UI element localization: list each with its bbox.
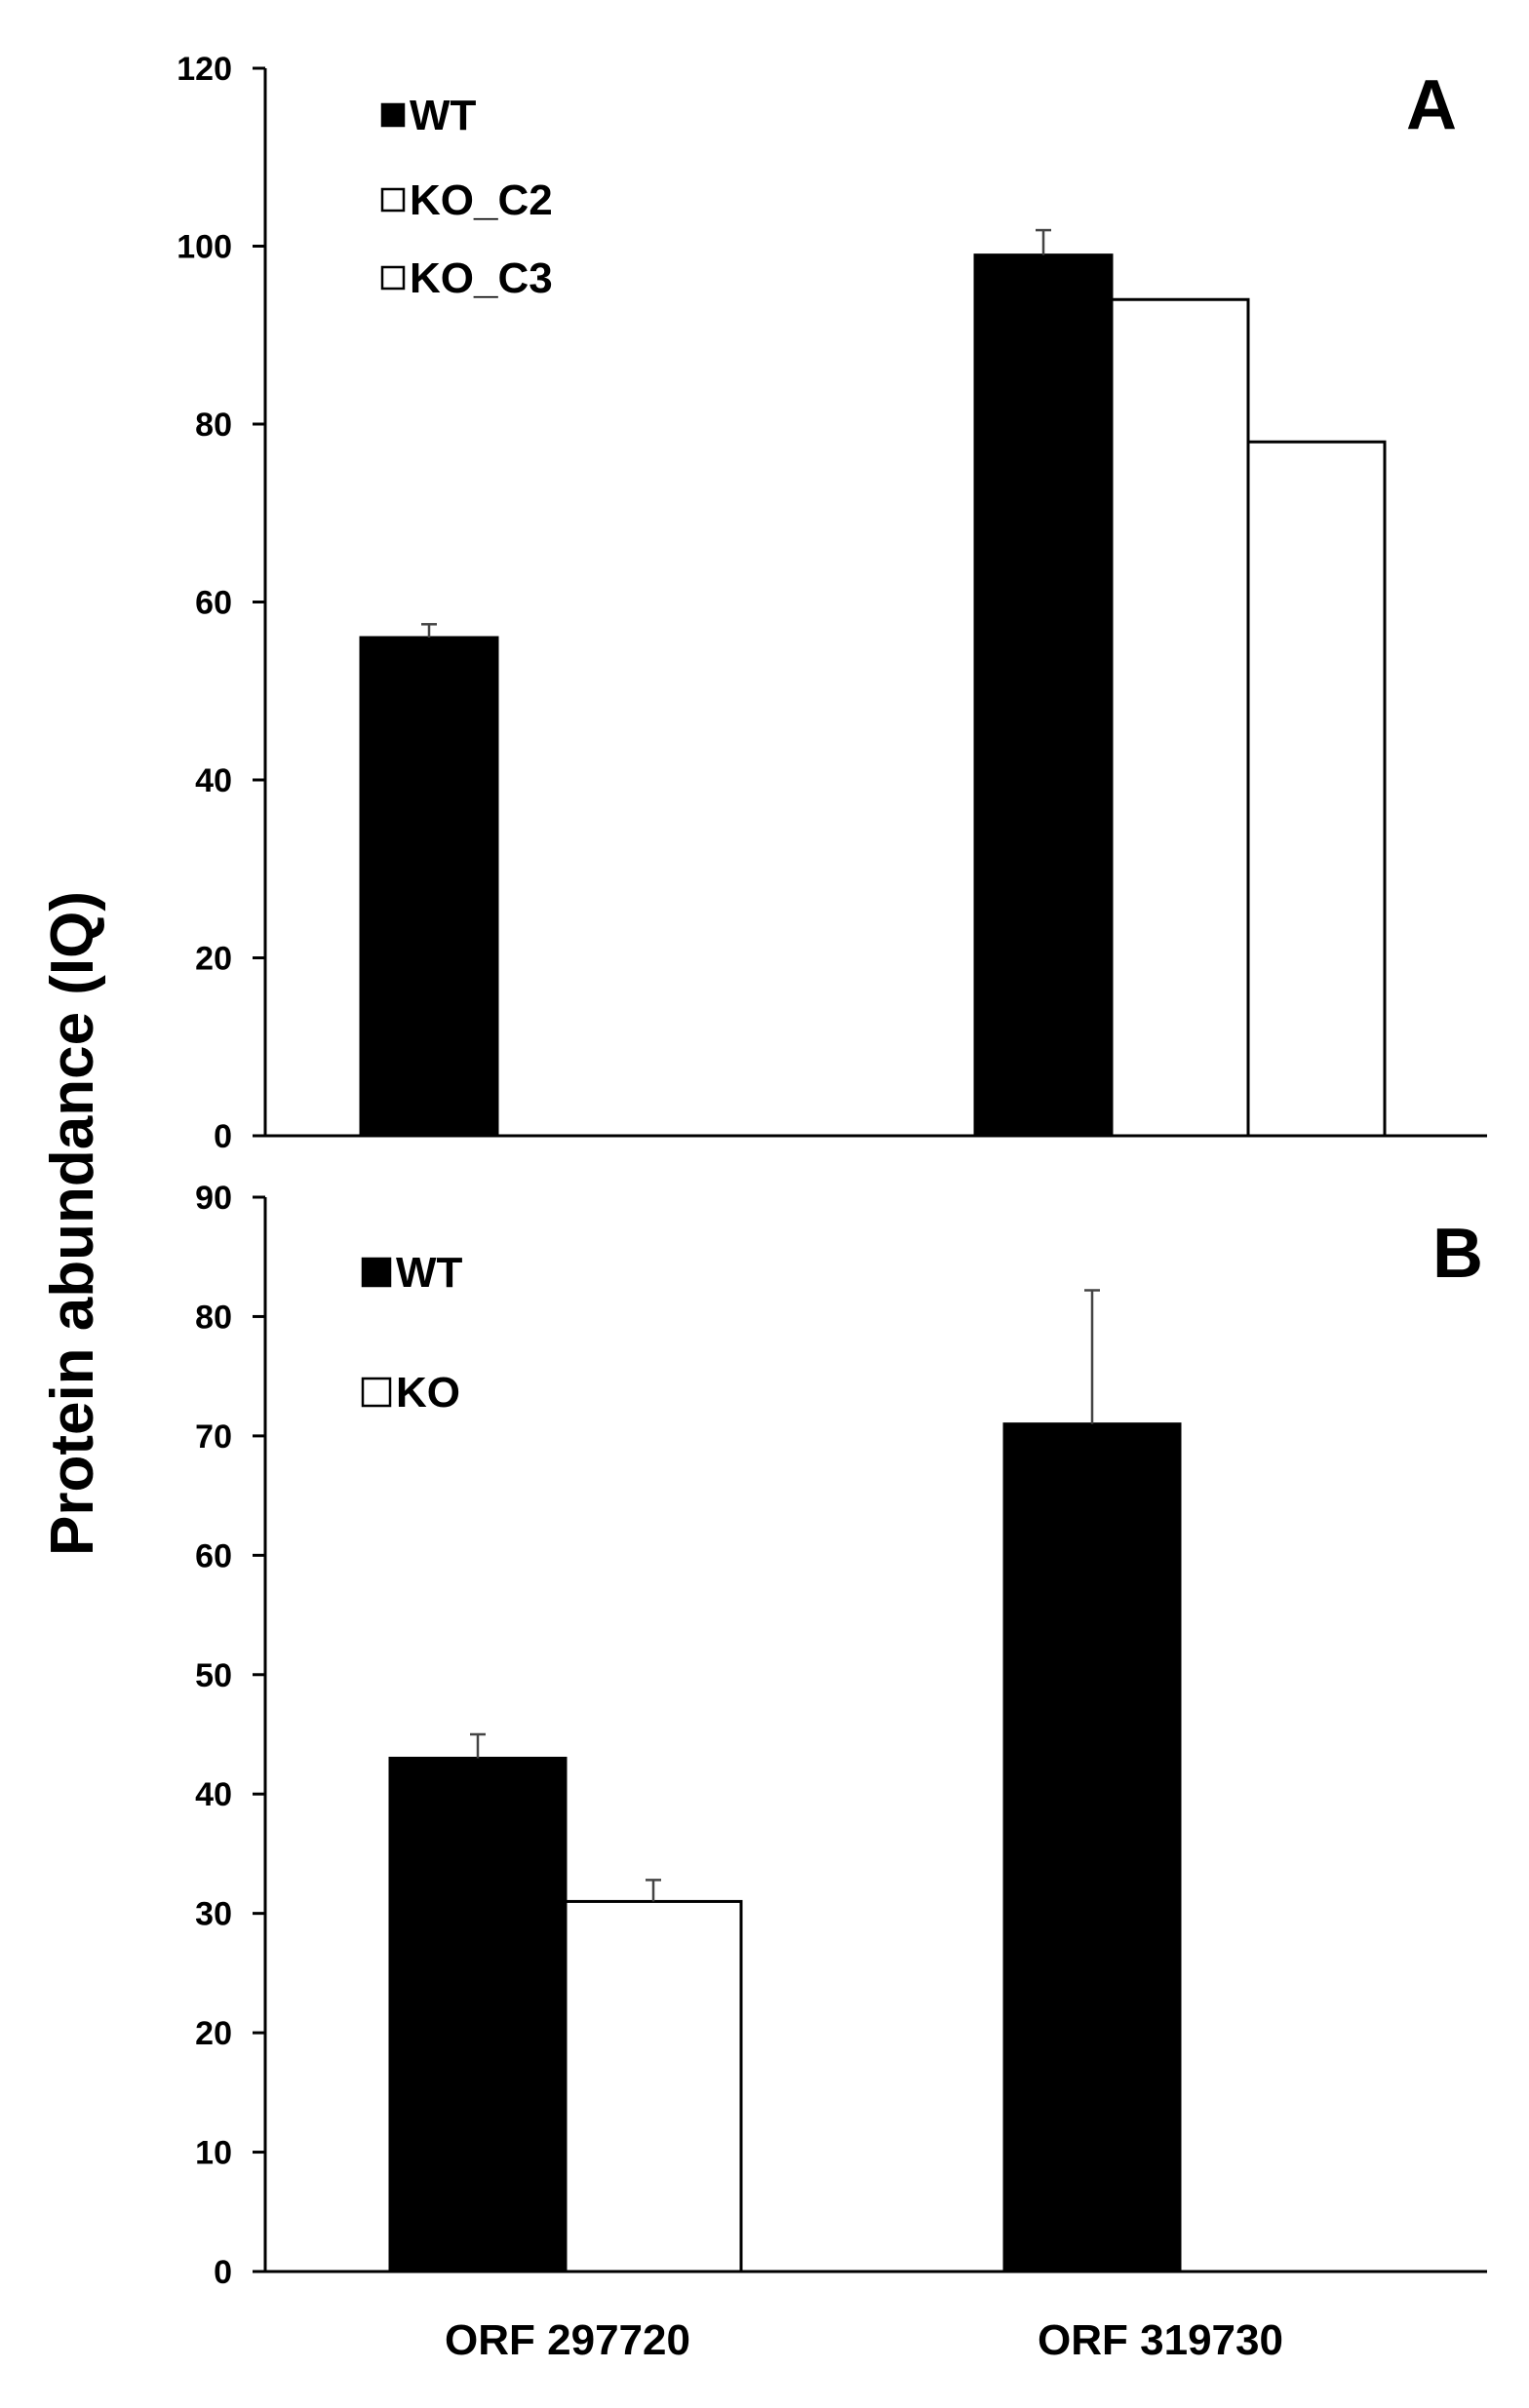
panel-b-y-tick-label: 70 [195,1418,232,1456]
panel-b-letter: B [1432,1215,1483,1293]
panel-b-legend-label-wt: WT [396,1249,463,1297]
panel-b-y-tick-label: 40 [195,1776,232,1813]
panel-b-bars [388,1289,1182,2273]
category-label-2: ORF 319730 [1038,2316,1283,2364]
panel-b-y-tick-label: 60 [195,1537,232,1574]
panel-b-legend: WT KO [361,1249,463,1417]
panel-b-y-tick-label: 80 [195,1299,232,1336]
panel-b-y-tick-label: 10 [195,2135,232,2172]
panel-a-y-ticks: 0 20 40 60 80 100 120 [176,51,265,1155]
panel-a-y-tick-label: 40 [195,762,232,799]
panel-a-bar-wt-orf-297720 [359,636,499,1138]
panel-b-legend-label-ko: KO [396,1369,460,1417]
panel-a-y-tick-label: 60 [195,585,232,622]
y-axis-label: Protein abundance (IQ) [39,891,106,1556]
panel-a-bar-ko-c3-orf-319730 [1246,440,1387,1138]
category-label-1: ORF 297720 [445,2316,690,2364]
panel-a-y-tick-label: 20 [195,941,232,978]
panel-b-bar-ko-orf-297720 [564,1899,743,2273]
panel-b-y-tick-label: 30 [195,1896,232,1933]
panel-a-legend-label-ko-c2: KO_C2 [410,176,553,224]
panel-a-y-tick-label: 0 [214,1118,232,1155]
panel-a-legend: WT KO_C2 KO_C3 [380,92,553,302]
panel-b-bar-wt-orf-297720 [388,1756,568,2273]
panel-b-y-tick-label: 20 [195,2015,232,2052]
panel-b-y-tick-label: 90 [195,1180,232,1217]
panel-b-y-tick-label: 0 [214,2254,232,2291]
panel-a-legend-label-wt: WT [410,92,477,139]
panel-a-y-tick-label: 100 [176,229,232,266]
panel-a-legend-swatch-ko-c2 [380,187,406,213]
panel-a-y-tick-label: 80 [195,407,232,444]
panel-a: 0 20 40 60 80 100 120 WT KO_C2 KO_C3 A [176,51,1487,1155]
panel-b: 0 10 20 30 40 50 60 70 80 90 WT KO B [195,1180,1487,2291]
panel-a-bars [359,228,1387,1138]
panel-b-legend-swatch-wt [361,1257,392,1288]
panel-a-letter: A [1406,66,1457,144]
panel-a-bar-ko-c2-orf-319730 [1110,297,1250,1138]
panel-a-legend-swatch-ko-c3 [380,265,406,291]
panel-a-bar-wt-orf-319730 [973,253,1114,1138]
panel-a-legend-swatch-wt [380,102,406,128]
panel-b-bar-wt-orf-319730 [1002,1422,1182,2273]
panel-a-legend-label-ko-c3: KO_C3 [410,254,553,302]
panel-b-y-tick-label: 50 [195,1657,232,1694]
panel-a-y-tick-label: 120 [176,51,232,88]
panel-b-legend-swatch-ko [361,1377,392,1408]
panel-b-y-ticks: 0 10 20 30 40 50 60 70 80 90 [195,1180,265,2291]
